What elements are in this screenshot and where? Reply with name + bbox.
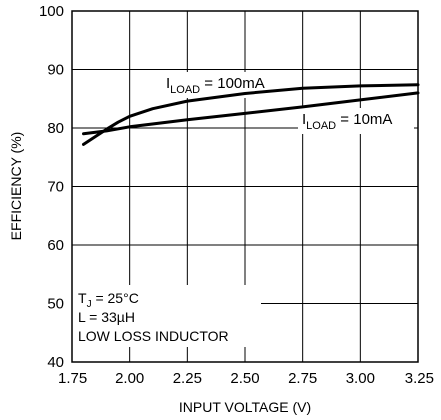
series-label-10ma-sub: LOAD bbox=[306, 120, 336, 132]
y-tick-label: 50 bbox=[47, 296, 64, 313]
annotation-inductance: L = 33µH bbox=[78, 309, 135, 325]
y-tick-labels: 40 50 60 70 80 90 100 bbox=[39, 3, 64, 371]
x-tick-labels: 1.75 2.00 2.25 2.50 2.75 3.00 3.25 bbox=[58, 370, 434, 387]
y-tick-label: 80 bbox=[47, 120, 64, 137]
x-tick-label: 2.00 bbox=[115, 370, 144, 387]
x-tick-label: 1.75 bbox=[58, 370, 87, 387]
x-tick-label: 2.75 bbox=[288, 370, 317, 387]
y-tick-label: 60 bbox=[47, 237, 64, 254]
y-tick-label: 70 bbox=[47, 179, 64, 196]
annotation-inductor-type: LOW LOSS INDUCTOR bbox=[78, 328, 229, 344]
x-tick-label: 2.50 bbox=[230, 370, 259, 387]
y-tick-label: 40 bbox=[47, 354, 64, 371]
x-axis-label: INPUT VOLTAGE (V) bbox=[179, 399, 311, 415]
x-tick-label: 2.25 bbox=[173, 370, 202, 387]
y-axis-label: EFFICIENCY (%) bbox=[8, 132, 24, 241]
y-tick-label: 90 bbox=[47, 62, 64, 79]
series-label-100ma-sub: LOAD bbox=[170, 84, 200, 96]
annotation-tj-rest: = 25°C bbox=[92, 290, 139, 306]
x-tick-label: 3.00 bbox=[346, 370, 375, 387]
series-label-100ma-rest: = 100mA bbox=[200, 75, 265, 92]
y-tick-label: 100 bbox=[39, 3, 64, 20]
x-tick-label: 3.25 bbox=[405, 370, 434, 387]
series-label-10ma-rest: = 10mA bbox=[336, 111, 392, 128]
